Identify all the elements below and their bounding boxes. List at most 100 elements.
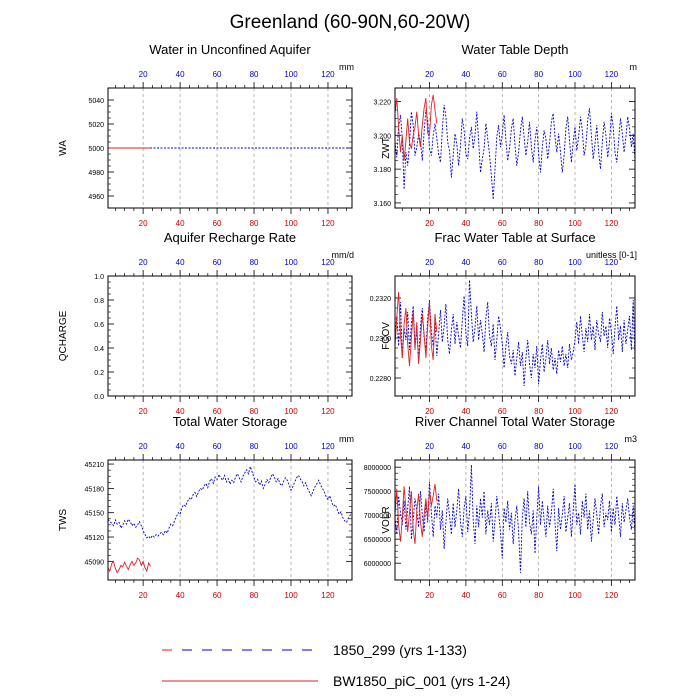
x-tick-label-top: 120 <box>605 258 619 267</box>
plot-frame <box>394 275 636 397</box>
y-tick-label: 45180 <box>85 486 105 493</box>
x-tick-label-top: 80 <box>250 258 259 267</box>
x-tick-label-bottom: 120 <box>605 219 619 228</box>
y-tick-label: 5040 <box>88 98 104 105</box>
y-tick-label: 5020 <box>88 122 104 129</box>
y-tick-label: 0.8 <box>94 298 104 305</box>
panel-volr: River Channel Total Water Storage m3 VOLR 2… <box>364 414 637 600</box>
x-tick-label-top: 120 <box>321 258 335 267</box>
panel-qcharge: Aquifer Recharge Rate mm/d QCHARGE 20 40 60 80… <box>58 230 354 416</box>
x-tick-label-top: 100 <box>568 442 582 451</box>
x-tick-label-top: 60 <box>213 442 222 451</box>
y-tick-label: 0.2280 <box>370 376 392 383</box>
x-tick-label-bottom: 80 <box>534 219 543 228</box>
y-tick-label: 0.6 <box>94 322 104 329</box>
x-tick-label-top: 80 <box>250 442 259 451</box>
y-tick-label: 3.200 <box>373 133 391 140</box>
y-tick-label: 7500000 <box>364 489 391 496</box>
x-tick-label-top: 40 <box>176 70 185 79</box>
x-tick-label-bottom: 60 <box>498 219 507 228</box>
legend-label-bw1850: BW1850_piC_001 (yrs 1-24) <box>333 673 510 689</box>
series-line-bw1850 <box>395 483 438 545</box>
x-tick-label-bottom: 80 <box>250 591 259 600</box>
x-tick-label-top: 80 <box>534 258 543 267</box>
x-tick-label-top: 20 <box>425 442 434 451</box>
panel-tws: Total Water Storage mm TWS 20 40 60 80 100 120 20… <box>58 414 354 600</box>
x-tick-label-bottom: 40 <box>176 219 185 228</box>
plot-frame <box>394 459 636 581</box>
y-tick-label: 45120 <box>85 535 105 542</box>
x-tick-label-top: 40 <box>461 442 470 451</box>
y-tick-label: 1.0 <box>94 274 104 281</box>
x-tick-label-top: 60 <box>498 258 507 267</box>
x-tick-label-bottom: 20 <box>139 407 148 416</box>
y-tick-label: 0.4 <box>94 346 104 353</box>
series-line-bw1850 <box>395 291 438 367</box>
x-tick-label-top: 100 <box>284 442 298 451</box>
x-tick-label-top: 20 <box>139 442 148 451</box>
x-tick-label-bottom: 60 <box>498 591 507 600</box>
x-tick-label-top: 40 <box>176 442 185 451</box>
panel-title: Water Table Depth <box>462 42 569 57</box>
y-axis-label: FCOV <box>381 322 392 350</box>
series-line-bw1850 <box>108 557 151 574</box>
y-tick-label: 3.180 <box>373 167 391 174</box>
x-tick-label-bottom: 60 <box>213 219 222 228</box>
x-tick-label-bottom: 120 <box>321 591 335 600</box>
x-tick-label-bottom: 120 <box>321 407 335 416</box>
x-tick-label-bottom: 80 <box>534 591 543 600</box>
y-axis-label: WA <box>58 140 69 156</box>
x-tick-label-top: 100 <box>568 258 582 267</box>
y-tick-label: 0.2 <box>94 370 104 377</box>
y-axis-label: ZWT <box>381 137 392 159</box>
panel-wa: Water in Unconfined Aquifer mm WA 20 40 60 80 1… <box>58 42 354 228</box>
x-tick-label-top: 60 <box>213 258 222 267</box>
series-line-1850 <box>108 464 352 540</box>
units-label: mm/d <box>332 250 355 260</box>
x-tick-label-bottom: 40 <box>176 407 185 416</box>
y-tick-label: 45150 <box>85 511 105 518</box>
series-line-1850 <box>395 279 635 387</box>
x-tick-label-bottom: 40 <box>461 219 470 228</box>
x-tick-label-bottom: 80 <box>534 407 543 416</box>
y-tick-label: 3.220 <box>373 100 391 107</box>
series-line-1850 <box>395 464 635 573</box>
x-tick-label-bottom: 80 <box>250 407 259 416</box>
y-tick-label: 4960 <box>88 194 104 201</box>
x-tick-label-bottom: 100 <box>568 407 582 416</box>
units-label: mm <box>339 62 354 72</box>
x-tick-label-top: 80 <box>534 70 543 79</box>
panel-title: Water in Unconfined Aquifer <box>149 42 311 57</box>
plot-frame <box>394 87 636 209</box>
panel-fcov: Frac Water Table at Surface unitless [0-1… <box>370 230 637 416</box>
panel-title: Frac Water Table at Surface <box>434 230 595 245</box>
x-tick-label-top: 20 <box>425 70 434 79</box>
x-tick-label-bottom: 40 <box>461 407 470 416</box>
x-tick-label-top: 60 <box>498 70 507 79</box>
x-tick-label-top: 20 <box>425 258 434 267</box>
y-tick-label: 4980 <box>88 170 104 177</box>
x-tick-label-top: 100 <box>284 70 298 79</box>
plot-frame <box>107 459 353 581</box>
x-tick-label-top: 20 <box>139 258 148 267</box>
units-label: mm <box>339 434 354 444</box>
x-tick-label-bottom: 100 <box>284 219 298 228</box>
y-tick-label: 0.2320 <box>370 296 392 303</box>
x-tick-label-bottom: 120 <box>321 219 335 228</box>
legend: 1850_299 (yrs 1-133) BW1850_piC_001 (yrs… <box>162 642 510 689</box>
y-tick-label: 0.0 <box>94 394 104 401</box>
x-tick-label-bottom: 20 <box>425 407 434 416</box>
panel-title: Aquifer Recharge Rate <box>164 230 296 245</box>
legend-label-1850: 1850_299 (yrs 1-133) <box>333 642 467 658</box>
y-tick-label: 6500000 <box>364 537 391 544</box>
x-tick-label-bottom: 100 <box>284 407 298 416</box>
x-tick-label-bottom: 100 <box>568 591 582 600</box>
x-tick-label-top: 80 <box>534 442 543 451</box>
series-line-1850 <box>395 104 635 200</box>
x-tick-label-bottom: 60 <box>498 407 507 416</box>
plot-frame <box>107 275 353 397</box>
x-tick-label-bottom: 20 <box>425 219 434 228</box>
y-tick-label: 6000000 <box>364 561 391 568</box>
y-tick-label: 7000000 <box>364 513 391 520</box>
